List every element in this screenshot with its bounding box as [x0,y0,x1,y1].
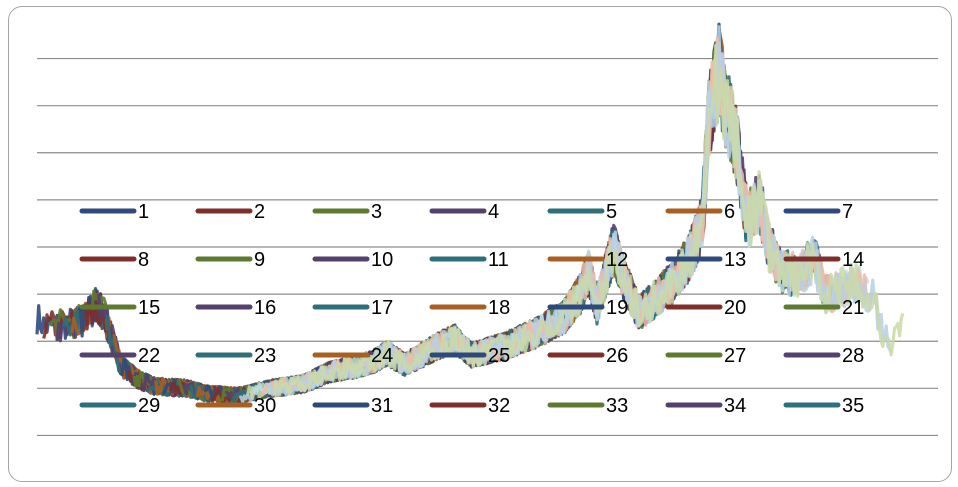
legend-entry-34: 34 [665,395,746,417]
legend-label-32: 32 [488,395,510,417]
legend-entry-25: 25 [429,345,510,367]
series-line-34 [267,41,893,397]
legend-entry-32: 32 [429,395,510,417]
legend-entry-23: 23 [195,345,276,367]
legend-label-25: 25 [488,345,510,367]
legend-label-16: 16 [254,297,276,319]
legend-label-18: 18 [488,297,510,319]
legend-entry-30: 30 [195,395,276,417]
legend-entry-29: 29 [79,395,160,417]
legend-entry-10: 10 [312,249,393,271]
legend-label-20: 20 [724,297,746,319]
legend-label-9: 9 [254,249,265,271]
legend-entry-22: 22 [79,345,160,367]
legend-label-15: 15 [138,297,160,319]
legend-entry-5: 5 [547,201,617,223]
legend-label-29: 29 [138,395,160,417]
legend-label-17: 17 [371,297,393,319]
legend-label-3: 3 [371,201,382,223]
legend-entry-28: 28 [783,345,864,367]
series-line-35 [272,43,905,396]
legend-label-8: 8 [138,249,149,271]
legend-label-27: 27 [724,345,746,367]
legend-entry-27: 27 [665,345,746,367]
legend-entry-21: 21 [783,297,864,319]
legend-entry-1: 1 [79,201,149,223]
legend-entry-2: 2 [195,201,265,223]
legend-entry-31: 31 [312,395,393,417]
legend-label-24: 24 [371,345,393,367]
legend-label-34: 34 [724,395,746,417]
legend-entry-16: 16 [195,297,276,319]
legend-entry-33: 33 [547,395,628,417]
legend-label-2: 2 [254,201,265,223]
legend-entry-8: 8 [79,249,149,271]
legend-entry-14: 14 [783,249,864,271]
legend-label-11: 11 [488,249,509,271]
legend-entry-24: 24 [312,345,393,367]
legend-label-28: 28 [842,345,864,367]
legend-label-12: 12 [606,249,628,271]
legend-entry-15: 15 [79,297,160,319]
legend-entry-6: 6 [665,201,735,223]
legend-entry-11: 11 [429,249,509,271]
legend-label-33: 33 [606,395,628,417]
legend-label-23: 23 [254,345,276,367]
legend-entry-18: 18 [429,297,510,319]
legend-entry-20: 20 [665,297,746,319]
legend-label-21: 21 [842,297,864,319]
legend-label-14: 14 [842,249,864,271]
legend-label-1: 1 [138,201,149,223]
legend-label-7: 7 [842,201,853,223]
legend-entry-13: 13 [665,249,746,271]
legend-entry-19: 19 [547,297,628,319]
legend-entry-17: 17 [312,297,393,319]
legend-entry-4: 4 [429,201,499,223]
legend-entry-9: 9 [195,249,265,271]
legend-label-30: 30 [254,395,276,417]
series-line-33 [260,37,882,398]
legend-entry-26: 26 [547,345,628,367]
legend-entry-12: 12 [547,249,628,271]
legend-label-35: 35 [842,395,864,417]
series-line-16 [140,239,683,404]
legend-label-26: 26 [606,345,628,367]
legend-entry-3: 3 [312,201,382,223]
legend-entry-35: 35 [783,395,864,417]
legend-entry-7: 7 [783,201,853,223]
legend-label-19: 19 [606,297,628,319]
legend-label-5: 5 [606,201,617,223]
legend-label-6: 6 [724,201,735,223]
legend-label-22: 22 [138,345,160,367]
legend-label-4: 4 [488,201,499,223]
legend-label-31: 31 [371,395,393,417]
legend-label-10: 10 [371,249,393,271]
legend-label-13: 13 [724,249,746,271]
